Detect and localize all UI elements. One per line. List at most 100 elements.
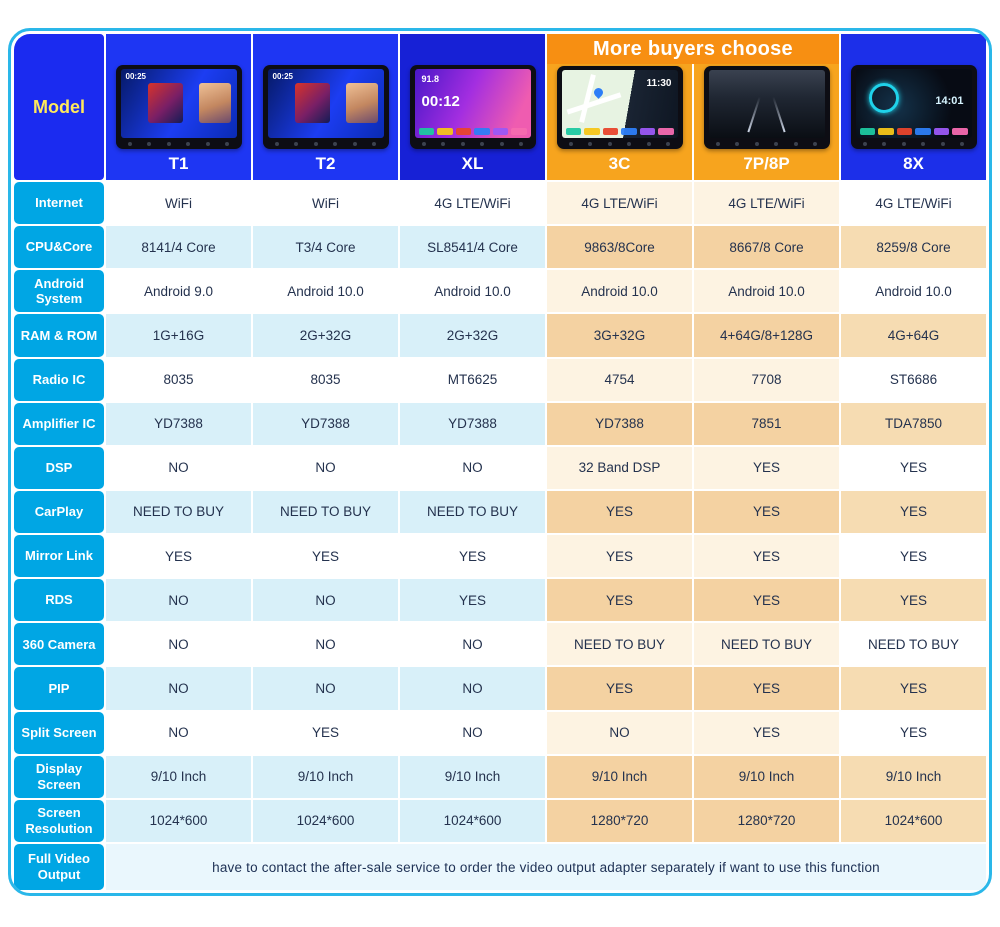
unit-button-icon — [147, 142, 152, 146]
unit-button-icon — [274, 142, 279, 146]
value-cell-pip-7p-8p: YES — [694, 667, 839, 710]
value-cell-android-system-t2: Android 10.0 — [253, 270, 398, 313]
app-icon — [639, 128, 655, 135]
column-header-t2: 00:25 T2 — [253, 34, 398, 180]
album-art-icon — [295, 82, 331, 123]
unit-button-icon — [862, 142, 867, 146]
app-icon — [859, 128, 875, 135]
driver-photo-icon — [346, 82, 378, 123]
value-cell-cpu-core-t1: 8141/4 Core — [106, 226, 251, 269]
unit-button-icon — [460, 142, 465, 146]
app-icon — [474, 128, 490, 135]
value-cell-ram-rom-7p-8p: 4+64G/8+128G — [694, 314, 839, 357]
value-cell-internet-3c: 4G LTE/WiFi — [547, 182, 692, 225]
unit-screen: 00:25 — [267, 69, 384, 138]
value-cell-dsp-7p-8p: YES — [694, 446, 839, 489]
app-icon — [915, 128, 931, 135]
value-cell-ram-rom-t2: 2G+32G — [253, 314, 398, 357]
value-cell-android-system-t1: Android 9.0 — [106, 270, 251, 313]
unit-button-icon — [813, 142, 818, 146]
value-cell-internet-7p-8p: 4G LTE/WiFi — [694, 182, 839, 225]
value-cell-screen-resolution-8x: 1024*600 — [841, 799, 986, 842]
unit-screen — [708, 70, 825, 138]
app-icon — [511, 128, 527, 135]
value-cell-display-screen-xl: 9/10 Inch — [400, 755, 545, 798]
value-cell-radio-ic-t2: 8035 — [253, 358, 398, 401]
value-cell-radio-ic-7p-8p: 7708 — [694, 358, 839, 401]
value-cell-display-screen-7p-8p: 9/10 Inch — [694, 755, 839, 798]
unit-button-icon — [793, 142, 798, 146]
value-cell-ram-rom-xl: 2G+32G — [400, 314, 545, 357]
value-cell-cpu-core-8x: 8259/8 Core — [841, 226, 986, 269]
value-cell-internet-xl: 4G LTE/WiFi — [400, 182, 545, 225]
unit-button-icon — [588, 142, 593, 146]
value-cell-ram-rom-3c: 3G+32G — [547, 314, 692, 357]
unit-button-icon — [294, 142, 299, 146]
value-cell-pip-t2: NO — [253, 667, 398, 710]
value-cell-carplay-t1: NEED TO BUY — [106, 490, 251, 534]
unit-button-icon — [372, 142, 377, 146]
value-cell-360-camera-3c: NEED TO BUY — [547, 623, 692, 666]
value-cell-split-screen-8x: YES — [841, 711, 986, 754]
app-icon — [933, 128, 949, 135]
screen-frequency: 91.8 — [421, 74, 440, 84]
app-icon — [952, 128, 968, 135]
value-cell-internet-8x: 4G LTE/WiFi — [841, 182, 986, 225]
unit-buttons — [568, 142, 671, 146]
value-cell-screen-resolution-3c: 1280*720 — [547, 799, 692, 842]
unit-button-icon — [646, 142, 651, 146]
head-unit-image: 14:01 — [850, 65, 977, 149]
unit-buttons — [421, 142, 524, 146]
row-label-screen-resolution: Screen Resolution — [14, 799, 104, 842]
value-cell-dsp-8x: YES — [841, 446, 986, 489]
road-lane-icon — [772, 96, 787, 133]
unit-button-icon — [441, 142, 446, 146]
map-road-icon — [578, 74, 596, 123]
value-cell-amplifier-ic-7p-8p: 7851 — [694, 402, 839, 445]
row-label-ram-rom: RAM & ROM — [14, 314, 104, 357]
unit-button-icon — [901, 142, 906, 146]
unit-button-icon — [186, 142, 191, 146]
app-icon — [878, 128, 894, 135]
app-icon — [896, 128, 912, 135]
value-cell-rds-3c: YES — [547, 579, 692, 622]
head-unit-image: 00:12 91.8 — [409, 65, 536, 149]
value-cell-pip-8x: YES — [841, 667, 986, 710]
value-cell-mirror-link-t2: YES — [253, 535, 398, 578]
unit-button-icon — [333, 142, 338, 146]
value-cell-dsp-xl: NO — [400, 446, 545, 489]
unit-button-icon — [127, 142, 132, 146]
value-cell-pip-3c: YES — [547, 667, 692, 710]
unit-button-icon — [666, 142, 671, 146]
value-cell-amplifier-ic-3c: YD7388 — [547, 402, 692, 445]
screen-clock: 00:25 — [272, 72, 293, 81]
unit-button-icon — [754, 142, 759, 146]
value-cell-carplay-7p-8p: YES — [694, 490, 839, 534]
value-cell-dsp-3c: 32 Band DSP — [547, 446, 692, 489]
row-label-pip: PIP — [14, 667, 104, 710]
row-label-radio-ic: Radio IC — [14, 358, 104, 401]
table-frame: Model More buyers choose 00:25 T1 00:25 T2 00:… — [8, 28, 992, 896]
unit-button-icon — [519, 142, 524, 146]
value-cell-display-screen-t2: 9/10 Inch — [253, 755, 398, 798]
app-icon — [455, 128, 471, 135]
row-label-android-system: Android System — [14, 270, 104, 313]
unit-buttons — [715, 142, 818, 146]
value-cell-android-system-7p-8p: Android 10.0 — [694, 270, 839, 313]
head-unit-image: 11:30 — [556, 66, 683, 149]
app-icon — [418, 128, 434, 135]
value-cell-ram-rom-8x: 4G+64G — [841, 314, 986, 357]
screen-clock: 00:12 — [421, 93, 460, 110]
unit-button-icon — [960, 142, 965, 146]
value-cell-rds-xl: YES — [400, 579, 545, 622]
app-icon — [621, 128, 637, 135]
row-label-cpu-core: CPU&Core — [14, 226, 104, 269]
row-label-dsp: DSP — [14, 446, 104, 489]
value-cell-carplay-xl: NEED TO BUY — [400, 490, 545, 534]
screen-clock: 14:01 — [935, 95, 964, 108]
unit-button-icon — [568, 142, 573, 146]
unit-button-icon — [499, 142, 504, 146]
app-icons-row — [418, 128, 527, 135]
value-cell-radio-ic-8x: ST6686 — [841, 358, 986, 401]
value-cell-android-system-xl: Android 10.0 — [400, 270, 545, 313]
